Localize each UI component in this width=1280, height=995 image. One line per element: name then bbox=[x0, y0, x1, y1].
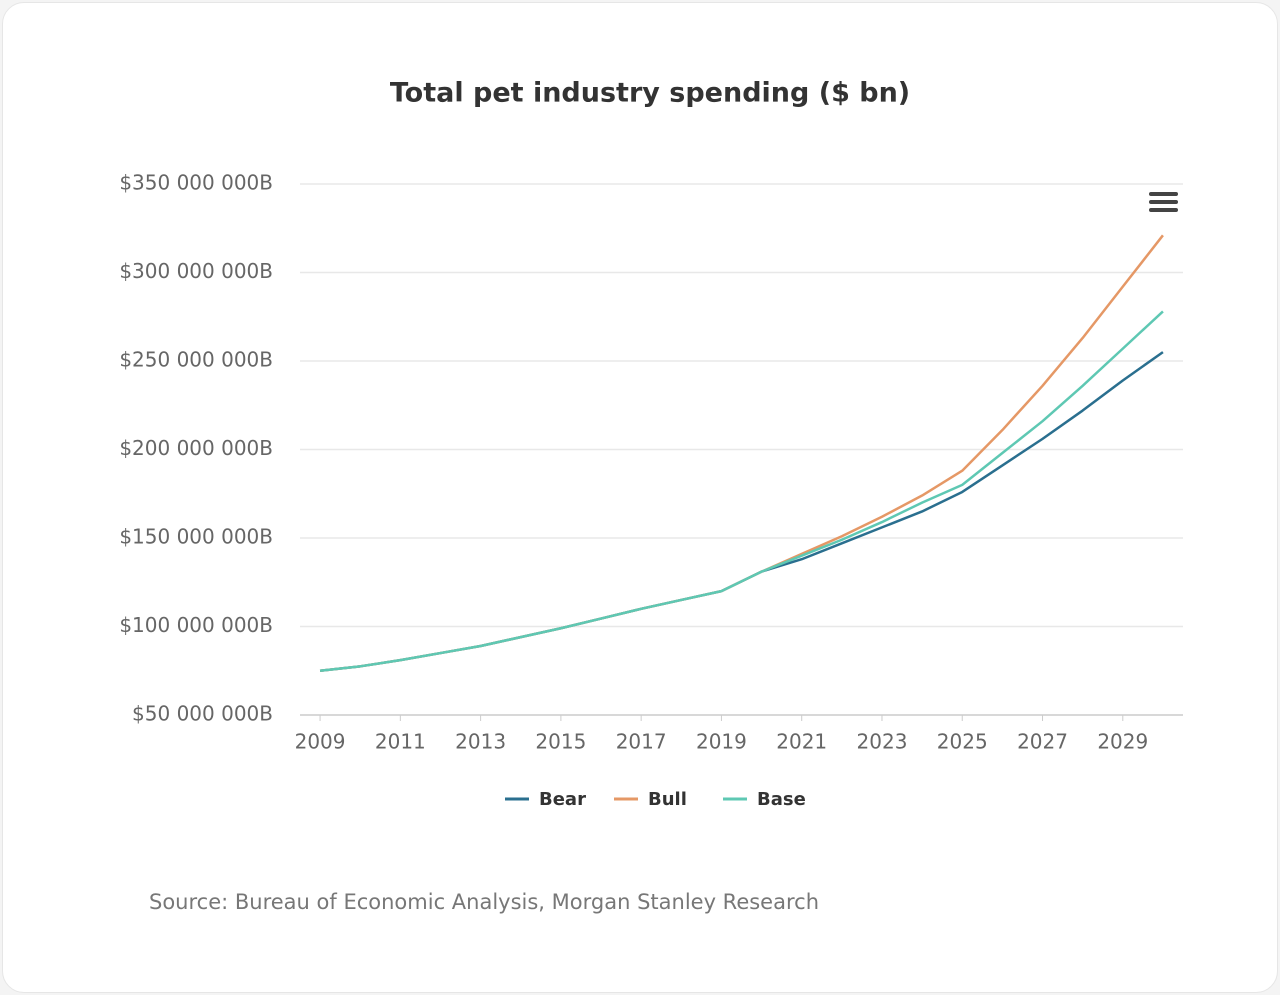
series-line bbox=[319, 310, 1164, 672]
y-tick-label: $50 000 000B bbox=[132, 702, 273, 726]
menu-bar[interactable] bbox=[1149, 192, 1178, 196]
y-tick-label: $300 000 000B bbox=[119, 259, 273, 283]
x-tick-label: 2017 bbox=[616, 730, 667, 754]
series-line bbox=[319, 351, 1164, 672]
y-tick-label: $200 000 000B bbox=[119, 436, 273, 460]
menu-bar[interactable] bbox=[1149, 200, 1178, 204]
x-tick-label: 2009 bbox=[295, 730, 346, 754]
x-tick-label: 2019 bbox=[696, 730, 747, 754]
x-tick-label: 2027 bbox=[1017, 730, 1068, 754]
y-tick-label: $350 000 000B bbox=[119, 171, 273, 195]
source-note: Source: Bureau of Economic Analysis, Mor… bbox=[149, 890, 819, 914]
legend-item[interactable]: Bull bbox=[614, 789, 687, 810]
legend-label: Bull bbox=[648, 789, 687, 810]
x-tick-label: 2015 bbox=[535, 730, 586, 754]
legend-item[interactable]: Base bbox=[723, 789, 806, 810]
menu-icon[interactable] bbox=[1149, 192, 1178, 212]
legend-label: Bear bbox=[539, 789, 586, 810]
chart-title: Total pet industry spending ($ bn) bbox=[390, 78, 910, 109]
x-tick-label: 2021 bbox=[776, 730, 827, 754]
x-tick-label: 2011 bbox=[375, 730, 426, 754]
menu-bar[interactable] bbox=[1149, 208, 1178, 212]
y-tick-label: $250 000 000B bbox=[119, 348, 273, 372]
x-tick-label: 2029 bbox=[1097, 730, 1148, 754]
y-tick-label: $100 000 000B bbox=[119, 613, 273, 637]
legend-label: Base bbox=[757, 789, 806, 810]
y-tick-label: $150 000 000B bbox=[119, 525, 273, 549]
x-tick-label: 2025 bbox=[937, 730, 988, 754]
x-tick-label: 2023 bbox=[857, 730, 908, 754]
series-line bbox=[319, 234, 1164, 672]
x-tick-label: 2013 bbox=[455, 730, 506, 754]
legend-item[interactable]: Bear bbox=[505, 789, 586, 810]
